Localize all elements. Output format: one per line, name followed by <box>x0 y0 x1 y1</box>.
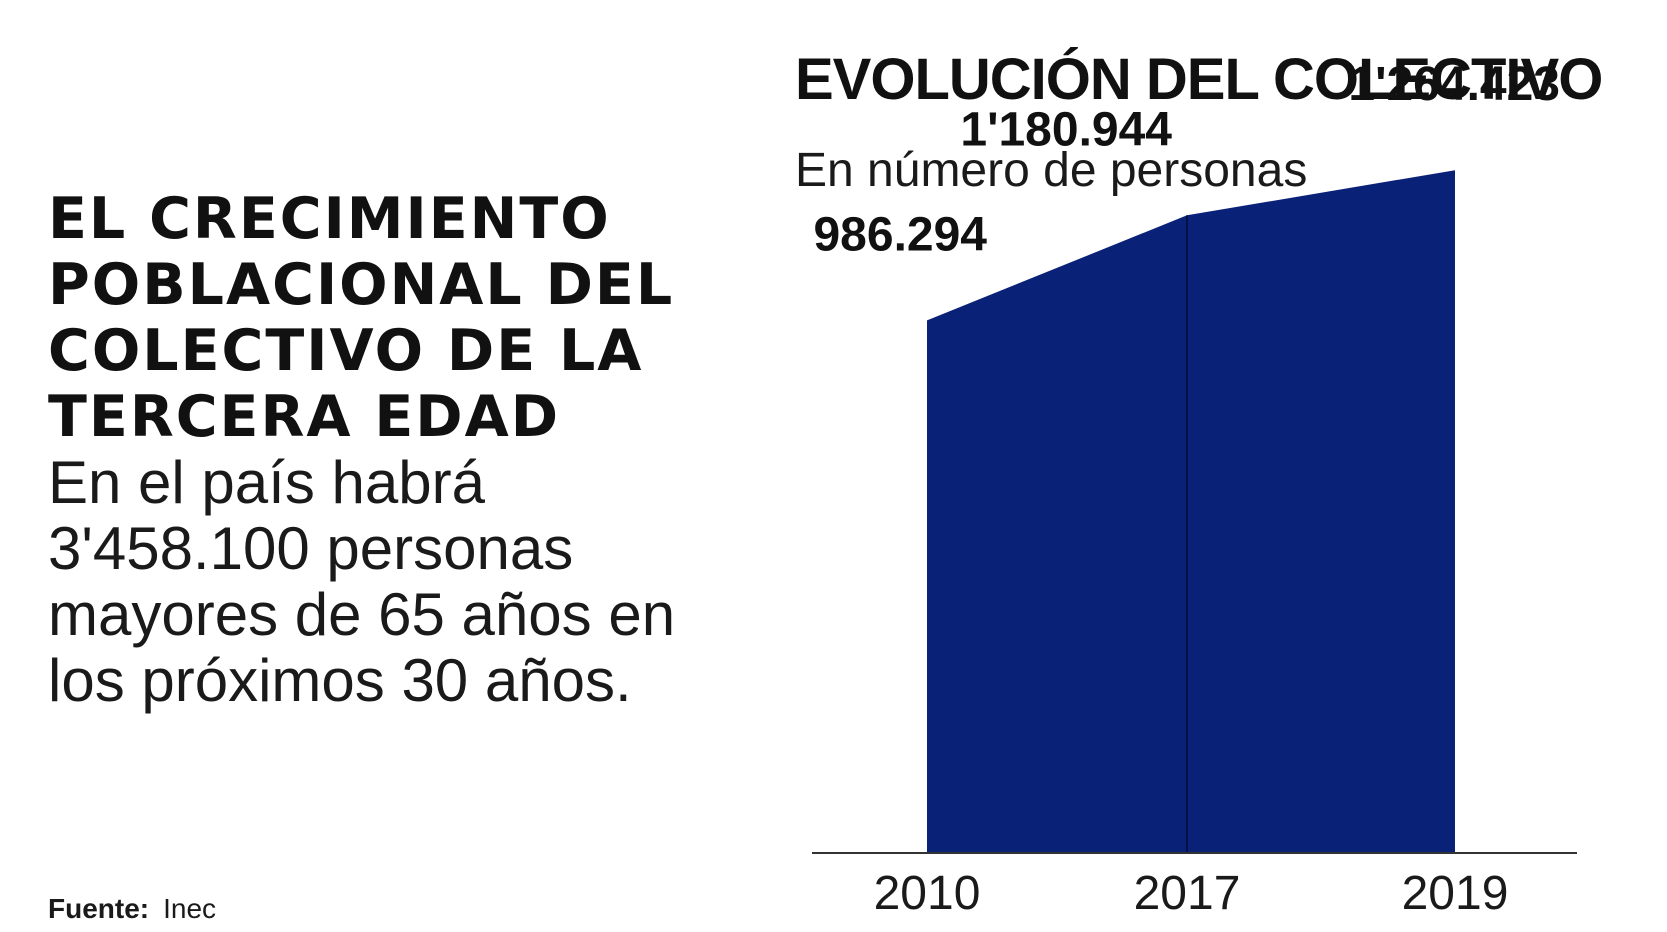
data-label-2019: 1'264.423 <box>1348 58 1560 111</box>
data-label-2017: 1'180.944 <box>960 103 1172 156</box>
data-label-2010: 986.294 <box>813 208 987 261</box>
source-label: Fuente: <box>48 893 150 924</box>
x-tick-label-2017: 2017 <box>1134 867 1241 920</box>
headline-title: EL CRECIMIENTO POBLACIONAL DEL COLECTIVO… <box>48 186 675 450</box>
x-tick-label-2010: 2010 <box>874 867 981 920</box>
source-credit: Fuente: Inec <box>48 893 216 925</box>
area-segment-2010-2017 <box>927 215 1187 854</box>
chart-title: EVOLUCIÓN DEL COLECTIVO <box>795 47 1603 112</box>
x-tick-label-2019: 2019 <box>1402 867 1509 920</box>
source-value: Inec <box>163 893 217 924</box>
chart-subtitle: En número de personas <box>795 144 1308 197</box>
area-segment-2017-2019 <box>1187 170 1455 854</box>
headline-text: En el país habrá 3'458.100 personas mayo… <box>48 449 676 714</box>
